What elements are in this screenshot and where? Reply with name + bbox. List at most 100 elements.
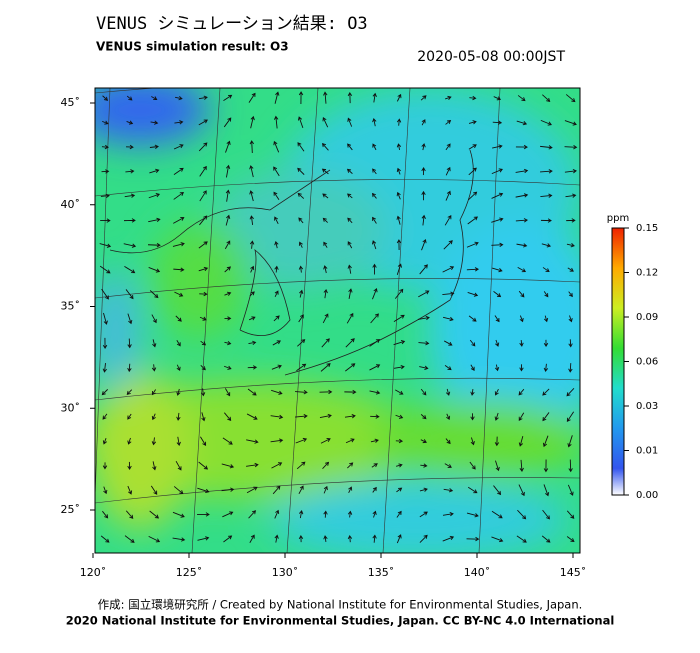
wind-arrow bbox=[492, 120, 503, 125]
wind-arrow bbox=[127, 313, 133, 325]
wind-arrow bbox=[347, 510, 353, 518]
wind-arrow bbox=[566, 411, 575, 422]
wind-arrow bbox=[419, 534, 428, 543]
wind-arrow bbox=[102, 337, 108, 350]
wind-arrow bbox=[127, 461, 132, 470]
lat-tick-label: 25˚ bbox=[61, 503, 81, 516]
wind-arrow bbox=[344, 389, 357, 395]
wind-arrow bbox=[250, 265, 255, 273]
wind-arrow bbox=[516, 535, 527, 543]
wind-arrow bbox=[249, 215, 254, 225]
wind-arrow bbox=[198, 95, 208, 100]
wind-arrow bbox=[564, 168, 577, 174]
wind-arrow bbox=[517, 267, 527, 273]
wind-arrow bbox=[395, 414, 404, 419]
wind-arrow bbox=[345, 438, 355, 444]
wind-arrow bbox=[396, 118, 402, 126]
wind-arrow bbox=[468, 191, 478, 201]
wind-arrow bbox=[494, 436, 500, 447]
wind-arrow bbox=[543, 291, 549, 298]
wind-arrow bbox=[568, 315, 573, 323]
wind-arrow bbox=[567, 435, 573, 448]
wind-arrow bbox=[172, 242, 185, 247]
wind-arrow bbox=[466, 512, 479, 518]
wind-arrow bbox=[542, 509, 550, 520]
wind-arrow bbox=[443, 240, 453, 250]
wind-arrow bbox=[149, 168, 160, 174]
wind-arrow bbox=[565, 193, 577, 198]
wind-arrow bbox=[271, 389, 283, 395]
wind-arrow bbox=[323, 288, 328, 299]
credit: 作成: 国立環境研究所 / Created by National Instit… bbox=[98, 598, 583, 612]
lat-tick-label: 30˚ bbox=[61, 401, 81, 414]
wind-arrow bbox=[347, 462, 354, 469]
wind-arrow bbox=[470, 388, 475, 396]
lon-tick-label: 145˚ bbox=[560, 566, 587, 579]
wind-arrow bbox=[372, 168, 377, 175]
wind-arrow bbox=[564, 120, 577, 126]
wind-arrow bbox=[515, 144, 528, 150]
lon-tick-label: 130˚ bbox=[272, 566, 299, 579]
wind-arrow bbox=[420, 95, 427, 101]
wind-arrow bbox=[518, 290, 525, 298]
colorbar bbox=[611, 227, 625, 496]
wind-arrow bbox=[518, 435, 524, 447]
wind-arrow bbox=[396, 93, 402, 102]
wind-arrow bbox=[566, 243, 575, 248]
wind-arrow bbox=[250, 115, 255, 129]
wind-arrow bbox=[274, 216, 279, 225]
wind-arrow bbox=[175, 315, 182, 322]
wind-arrow bbox=[347, 117, 353, 127]
wind-arrow bbox=[420, 414, 427, 420]
wind-arrow bbox=[200, 364, 206, 371]
wind-arrow bbox=[124, 265, 136, 274]
wind-arrow bbox=[124, 193, 136, 198]
wind-arrow bbox=[172, 511, 185, 518]
wind-arrow bbox=[197, 536, 210, 541]
wind-arrow bbox=[372, 216, 377, 224]
wind-arrow bbox=[347, 217, 353, 224]
wind-arrow bbox=[123, 243, 137, 248]
wind-arrow bbox=[323, 485, 328, 494]
wind-arrow bbox=[542, 435, 549, 448]
wind-arrow bbox=[248, 340, 257, 346]
wind-arrow bbox=[100, 193, 110, 199]
wind-arrow bbox=[99, 265, 111, 274]
wind-arrow bbox=[127, 413, 132, 420]
wind-arrow bbox=[540, 169, 553, 174]
wind-arrow bbox=[270, 438, 284, 443]
wind-arrow bbox=[273, 166, 280, 177]
wind-arrow bbox=[322, 313, 329, 324]
wind-arrow bbox=[372, 510, 377, 518]
wind-arrow bbox=[372, 263, 377, 275]
wind-arrow bbox=[200, 388, 206, 397]
wind-arrow bbox=[540, 193, 553, 198]
wind-arrow bbox=[127, 437, 132, 445]
wind-arrow bbox=[542, 412, 550, 422]
wind-arrow bbox=[273, 115, 279, 129]
wind-arrow bbox=[470, 437, 475, 446]
colorbar-tick-label: 0.15 bbox=[636, 223, 658, 234]
wind-arrow bbox=[103, 486, 108, 495]
wind-arrow bbox=[445, 166, 451, 176]
wind-arrow bbox=[421, 238, 427, 251]
wind-arrow bbox=[149, 144, 159, 150]
wind-arrow bbox=[567, 267, 574, 272]
wind-arrow bbox=[297, 192, 305, 199]
wind-arrow bbox=[565, 94, 576, 103]
wind-arrow bbox=[566, 536, 575, 543]
wind-arrow bbox=[443, 488, 454, 493]
wind-arrow bbox=[127, 485, 133, 495]
wind-arrow bbox=[298, 91, 304, 104]
wind-arrow bbox=[173, 167, 184, 175]
wind-arrow bbox=[246, 439, 259, 444]
wind-arrow bbox=[396, 510, 402, 518]
wind-arrow bbox=[246, 486, 258, 494]
wind-arrow bbox=[295, 414, 308, 419]
wind-arrow bbox=[298, 485, 304, 495]
colorbar-tick-label: 0.00 bbox=[636, 490, 658, 501]
colorbar-tick-label: 0.03 bbox=[636, 401, 658, 412]
license: 2020 National Institute for Environmenta… bbox=[66, 614, 615, 628]
wind-arrow bbox=[151, 314, 157, 324]
